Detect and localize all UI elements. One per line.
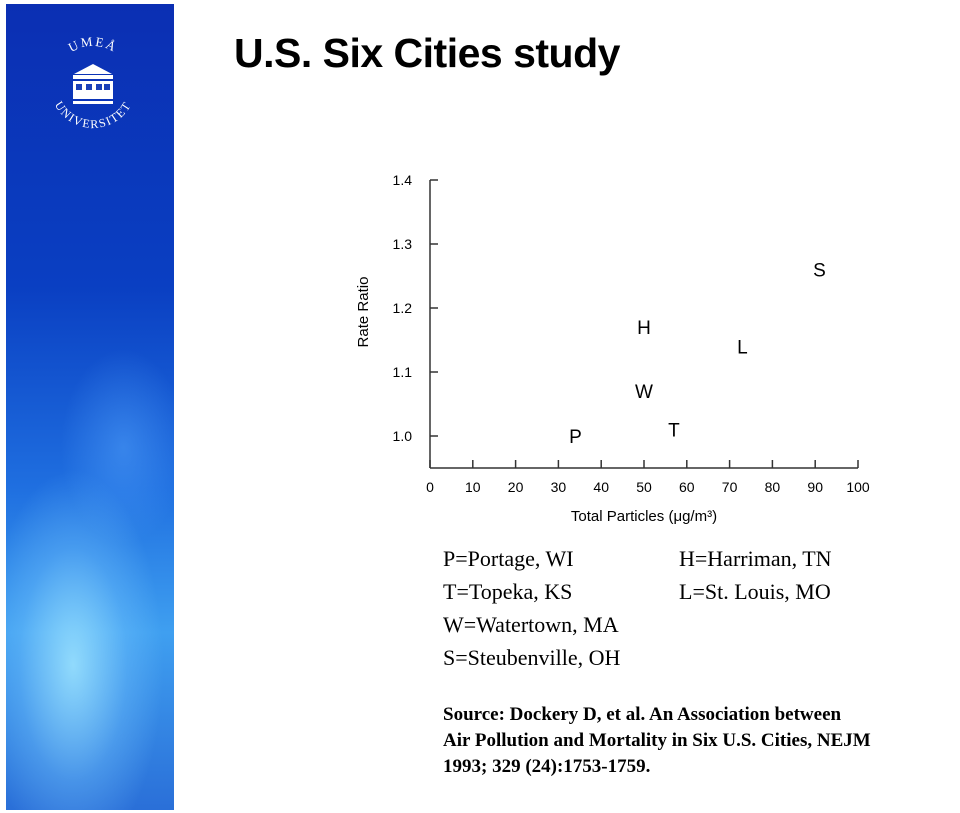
source-line-3: 1993; 329 (24):1753-1759. <box>443 756 651 777</box>
x-tick-label: 40 <box>593 479 609 495</box>
university-logo: UMEÅ UNIVERSITET <box>40 32 146 138</box>
legend-portage: P=Portage, WI <box>443 546 574 571</box>
svg-text:UMEÅ: UMEÅ <box>66 34 120 55</box>
sidebar-banner: UMEÅ UNIVERSITET <box>6 4 174 810</box>
x-tick-label: 50 <box>636 479 652 495</box>
data-point-h: H <box>637 318 651 339</box>
x-tick-label: 10 <box>465 479 481 495</box>
data-point-l: L <box>737 337 748 358</box>
legend-watertown: W=Watertown, MA <box>443 612 619 637</box>
y-tick-label: 1.2 <box>393 300 413 316</box>
university-seal-icon: UMEÅ UNIVERSITET <box>52 34 133 132</box>
y-axis-title: Rate Ratio <box>355 277 372 348</box>
x-tick-label: 20 <box>508 479 524 495</box>
y-tick-label: 1.4 <box>393 172 413 188</box>
legend-topeka: T=Topeka, KS <box>443 579 573 604</box>
source-citation: Source: Dockery D, et al. An Association… <box>443 702 958 780</box>
y-tick-label: 1.1 <box>393 364 413 380</box>
y-tick-label: 1.0 <box>393 428 413 444</box>
source-line-2: Air Pollution and Mortality in Six U.S. … <box>443 730 871 751</box>
data-point-t: T <box>668 421 680 442</box>
data-point-w: W <box>635 382 653 403</box>
data-point-s: S <box>813 261 826 282</box>
legend-st-louis: L=St. Louis, MO <box>679 579 831 604</box>
x-axis-title: Total Particles (μg/m³) <box>571 508 717 525</box>
x-tick-label: 70 <box>722 479 738 495</box>
x-tick-label: 80 <box>765 479 781 495</box>
source-line-1: Source: Dockery D, et al. An Association… <box>443 704 842 725</box>
scatter-chart: 1.0 1.1 1.2 1.3 1.4 0 10 20 30 40 50 60 70 80 90 100 Tot… <box>340 170 900 530</box>
data-point-p: P <box>569 427 582 448</box>
legend-harriman: H=Harriman, TN <box>679 546 832 571</box>
city-legend: P=Portage, WI T=Topeka, KS W=Watertown, … <box>443 546 923 676</box>
x-tick-label: 100 <box>846 479 870 495</box>
y-tick-label: 1.3 <box>393 236 413 252</box>
x-tick-label: 30 <box>551 479 567 495</box>
legend-steubenville: S=Steubenville, OH <box>443 645 621 670</box>
x-tick-label: 60 <box>679 479 695 495</box>
slide-title: U.S. Six Cities study <box>234 30 620 76</box>
x-tick-label: 90 <box>807 479 823 495</box>
x-tick-label: 0 <box>426 479 434 495</box>
chart-canvas: 1.0 1.1 1.2 1.3 1.4 0 10 20 30 40 50 60 70 80 90 100 Tot… <box>355 172 870 525</box>
